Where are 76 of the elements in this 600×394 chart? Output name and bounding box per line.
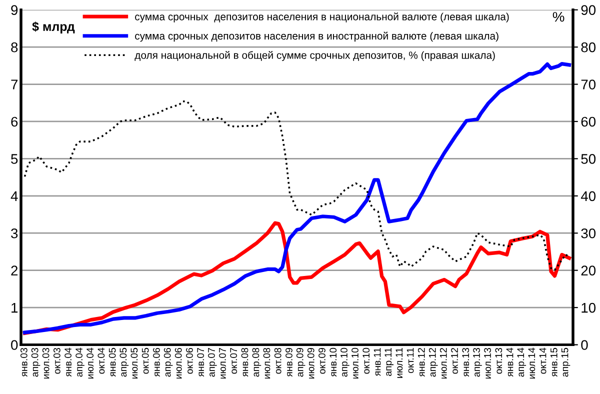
x-tick-label: июл.03 [42,348,50,379]
x-tick-label: янв.11 [374,348,381,376]
y2-tick-label: 10 [582,302,596,313]
x-tick-label: июл.11 [396,348,403,378]
x-tick-label: окт.12 [451,348,458,374]
x-tick-label: июл.10 [352,348,358,379]
x-tick-label: окт.06 [186,348,193,374]
x-tick-label: окт.14 [539,348,546,374]
y2-tick-label: 50 [581,154,596,164]
line-series [22,62,572,334]
x-tick-label: янв.14 [506,348,514,377]
x-tick-label: окт.05 [142,348,149,374]
legend-label: доля национальной в общей сумме срочных депозитов, % (правая шкала) [134,51,495,61]
y-tick-label: 1 [12,303,18,313]
x-tick-label: окт.03 [53,348,60,374]
x-tick-label: янв.12 [418,348,425,377]
x-tick-label: янв.07 [197,348,204,377]
x-tick-label: апр.10 [340,348,350,377]
y2-tick-label: 80 [581,42,596,52]
y-tick-label: 3 [11,228,18,238]
y2-tick-label: 40 [580,191,596,202]
x-tick-label: апр.06 [164,348,173,377]
x-tick-label: июл.14 [528,348,536,379]
x-tick-label: окт.09 [318,348,326,374]
x-tick-label: апр.04 [76,348,84,377]
x-tick-label: июл.13 [484,348,491,379]
x-tick-label: окт.11 [406,348,414,374]
y2-tick-label: 30 [581,228,596,238]
x-tick-label: апр.15 [561,348,570,377]
y-tick-label: 2 [11,266,18,276]
x-tick-label: окт.13 [495,348,502,374]
x-tick-label: окт.10 [362,348,370,374]
x-tick-label: июл.04 [86,348,94,379]
x-tick-label: окт.08 [274,348,282,374]
legend-label: сумма срочных депозитов населения в национальной валюте (левая шкала) [135,12,509,22]
y-tick-label: 7 [11,80,18,90]
x-tick-label: июл.09 [307,348,314,379]
x-tick-label: окт.04 [98,348,105,374]
x-tick-label: июл.08 [263,348,270,379]
y2-tick-label: 90 [581,5,596,16]
x-tick-label: июл.12 [440,348,447,379]
x-tick-label: апр.09 [296,348,306,377]
x-tick-label: апр.13 [473,348,482,377]
x-tick-label: окт.07 [230,348,238,374]
x-tick-label: янв.13 [462,348,470,377]
y2-axis-title: % [552,12,564,22]
y2-tick-label: 60 [581,116,596,127]
y-tick-label: 8 [11,42,18,52]
x-tick-label: апр.12 [428,348,438,377]
x-tick-label: апр.03 [31,348,40,377]
y-tick-label: 6 [11,116,18,127]
x-tick-label: июл.07 [219,348,226,379]
y2-tick-label: 20 [581,266,596,276]
x-tick-label: янв.15 [550,348,558,377]
x-tick-label: янв.06 [153,348,160,377]
y-tick-label: 4 [10,191,18,201]
x-tick-label: апр.07 [208,348,217,377]
x-tick-label: янв.10 [330,348,337,377]
y2-tick-label: 0 [581,340,588,350]
x-tick-label: апр.08 [252,348,262,377]
y2-tick-label: 70 [581,80,596,90]
x-tick-label: янв.09 [286,348,292,377]
x-tick-label: янв.08 [241,348,248,377]
x-tick-label: июл.06 [174,348,182,379]
legend-label: сумма срочных депозитов населения в иностранной валюте (левая шкала) [135,32,498,42]
x-tick-label: апр.05 [120,348,129,377]
y-tick-label: 9 [11,5,18,16]
y-axis-title: $ млрд [32,22,75,34]
y-tick-label: 0 [11,340,18,350]
x-tick-label: апр.11 [384,348,394,376]
y-tick-label: 5 [11,154,18,164]
x-tick-label: янв.03 [20,348,28,377]
x-tick-label: апр.14 [517,348,526,377]
x-tick-label: июл.05 [130,348,138,379]
x-tick-label: янв.05 [108,348,116,377]
x-tick-label: янв.04 [64,348,72,377]
